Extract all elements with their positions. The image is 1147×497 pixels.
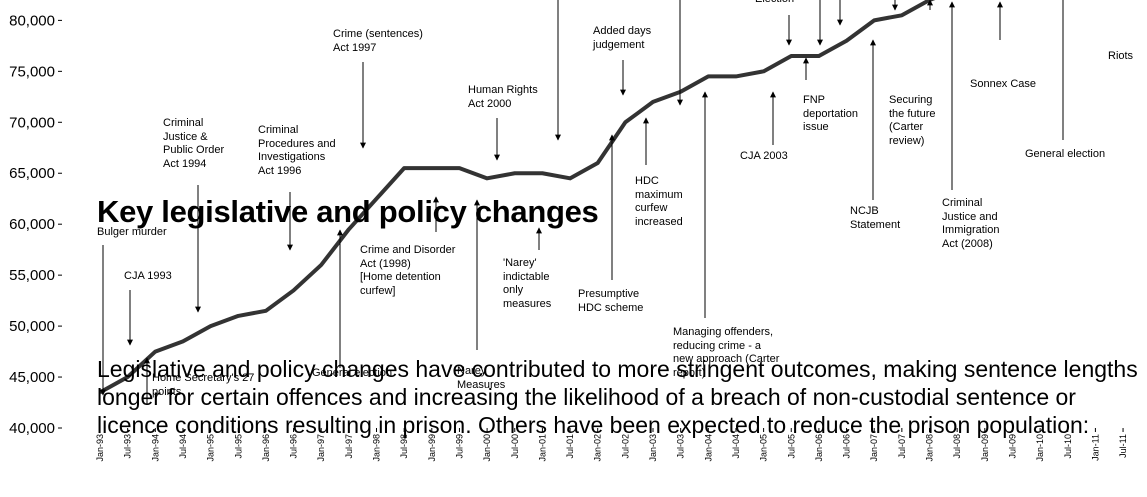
annotation: NCJB Statement bbox=[850, 205, 901, 231]
annotation: Sonnex Case bbox=[970, 78, 1037, 90]
annotation: Bulger murder bbox=[97, 226, 167, 238]
annotation: FNP deportation issue bbox=[803, 94, 859, 133]
x-tick-label: Jan-09 bbox=[980, 434, 990, 462]
annotation: Crime (sentences) Act 1997 bbox=[333, 28, 423, 54]
x-tick-label: Jan-08 bbox=[925, 434, 935, 462]
x-tick-label: Jul-98 bbox=[399, 434, 409, 459]
x-tick-label: Jul-11 bbox=[1118, 434, 1128, 458]
x-tick-label: Jan-07 bbox=[869, 434, 879, 462]
x-tick-label: Jul-01 bbox=[565, 434, 575, 459]
x-tick-label: Jul-99 bbox=[454, 434, 464, 459]
annotation: Narey Measures bbox=[457, 365, 506, 391]
x-tick-label: Jul-07 bbox=[897, 434, 907, 459]
x-tick-label: Jul-10 bbox=[1063, 434, 1073, 459]
x-tick-label: Jan-04 bbox=[703, 434, 713, 462]
heading: Key legislative and policy changes bbox=[97, 194, 599, 229]
x-tick-label: Jul-04 bbox=[731, 434, 741, 459]
annotation: Criminal Procedures and Investigations A… bbox=[258, 124, 336, 177]
x-tick-label: Jan-95 bbox=[206, 434, 216, 462]
y-tick-label: 80,000 bbox=[9, 12, 55, 29]
x-tick-label: Jul-02 bbox=[620, 434, 630, 459]
annotation: Human Rights Act 2000 bbox=[468, 84, 538, 110]
x-tick-label: Jan-00 bbox=[482, 434, 492, 462]
annotation: General election bbox=[1025, 148, 1106, 160]
y-tick-label: 55,000 bbox=[9, 267, 55, 284]
x-tick-label: Jul-08 bbox=[952, 434, 962, 459]
x-tick-label: Jan-11 bbox=[1090, 434, 1100, 461]
y-tick-label: 50,000 bbox=[9, 318, 55, 335]
x-tick-label: Jan-96 bbox=[261, 434, 271, 462]
x-tick-label: Jul-96 bbox=[289, 434, 299, 459]
x-tick-label: Jan-93 bbox=[95, 434, 105, 462]
y-tick-label: 75,000 bbox=[9, 63, 55, 80]
x-tick-label: Jul-05 bbox=[786, 434, 796, 459]
annotation: Crime and Disorder Act (1998) [Home dete… bbox=[360, 244, 456, 297]
y-tick-label: 65,000 bbox=[9, 165, 55, 182]
y-tick-label: 40,000 bbox=[9, 420, 55, 437]
annotation: General election bbox=[312, 367, 393, 379]
annotation: Criminal Justice & Public Order Act 1994 bbox=[163, 117, 225, 170]
x-tick-label: Jan-94 bbox=[150, 434, 160, 462]
x-tick-label: Jul-94 bbox=[178, 434, 188, 459]
annotation: Managing offenders, reducing crime - a n… bbox=[673, 326, 780, 379]
x-tick-label: Jan-02 bbox=[593, 434, 603, 462]
x-tick-label: Jan-98 bbox=[372, 434, 382, 462]
annotation: Riots bbox=[1108, 50, 1134, 62]
annotation: CJA 2003 bbox=[740, 150, 788, 162]
annotation: HDC maximum curfew increased bbox=[635, 175, 683, 228]
x-tick-label: Jul-00 bbox=[510, 434, 520, 459]
x-tick-label: Jul-06 bbox=[842, 434, 852, 459]
x-tick-label: Jan-03 bbox=[648, 434, 658, 462]
x-tick-label: Jan-99 bbox=[427, 434, 437, 462]
x-tick-label: Jan-06 bbox=[814, 434, 824, 462]
x-tick-label: Jan-01 bbox=[537, 434, 547, 462]
annotation: Added days judgement bbox=[593, 25, 652, 51]
x-tick-label: Jul-09 bbox=[1007, 434, 1017, 459]
x-tick-label: Jan-05 bbox=[759, 434, 769, 462]
x-tick-label: Jan-10 bbox=[1035, 434, 1045, 462]
x-tick-label: Jul-95 bbox=[233, 434, 243, 459]
x-tick-label: Jul-03 bbox=[676, 434, 686, 459]
annotation: Criminal Justice and Immigration Act (20… bbox=[942, 197, 1000, 250]
y-tick-label: 45,000 bbox=[9, 369, 55, 386]
x-tick-label: Jul-93 bbox=[123, 434, 133, 459]
annotation: Election bbox=[755, 0, 794, 7]
annotation: Home Secretary's 27 points bbox=[152, 372, 255, 398]
annotation: 'Narey' indictable only measures bbox=[503, 257, 552, 310]
y-tick-label: 70,000 bbox=[9, 114, 55, 131]
y-tick-label: 60,000 bbox=[9, 216, 55, 233]
x-tick-label: Jan-97 bbox=[316, 434, 326, 462]
annotation: Presumptive HDC scheme bbox=[578, 288, 644, 314]
data-line bbox=[99, 0, 936, 395]
x-tick-label: Jul-97 bbox=[344, 434, 354, 459]
paragraph: Legislative and policy changes have cont… bbox=[97, 356, 1138, 438]
annotation: CJA 1993 bbox=[124, 270, 172, 282]
annotation: Securing the future (Carter review) bbox=[889, 94, 936, 147]
